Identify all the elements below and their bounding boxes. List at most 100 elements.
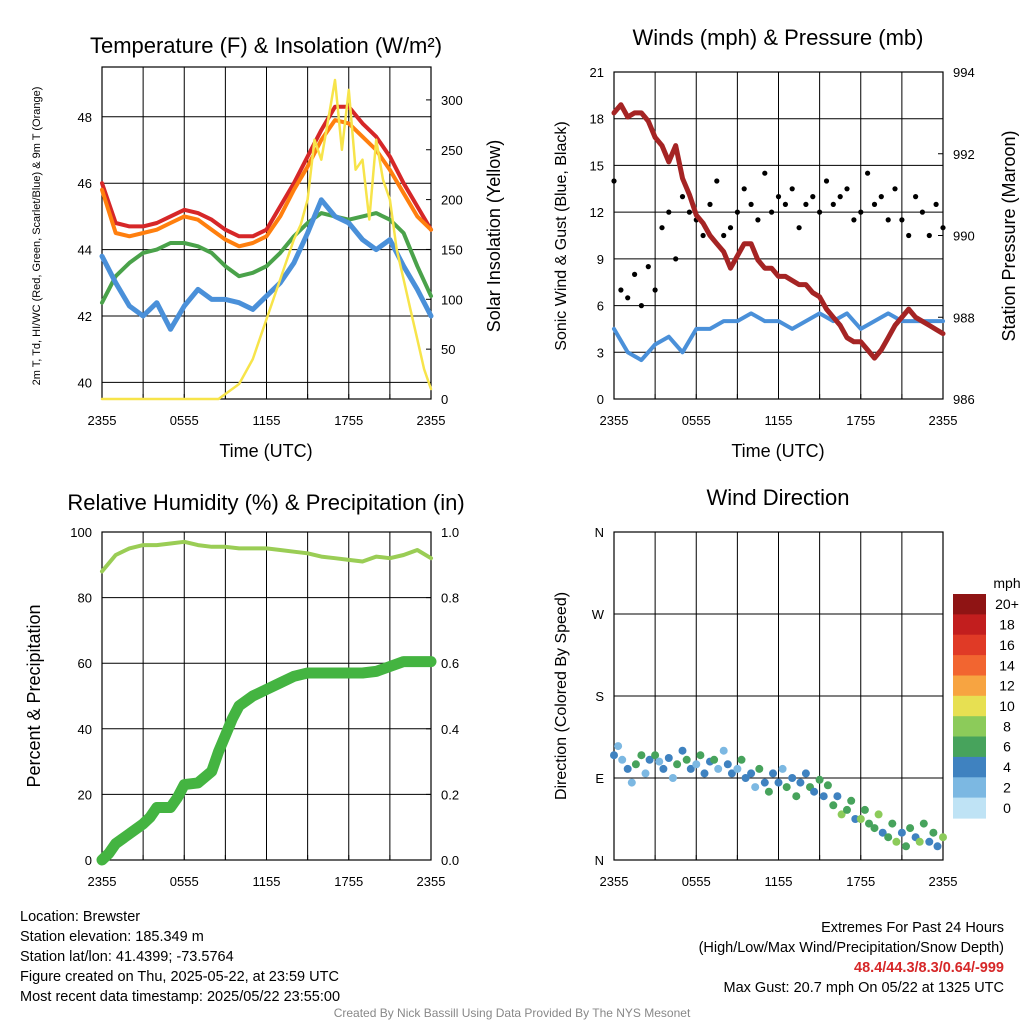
rh-panel-xtick-label: 1155 [253,874,281,889]
rh-panel-ylabel: Percent & Precipitation [24,604,44,787]
wind-direction-point [618,755,627,764]
gust-point [707,201,713,207]
station-location: Location: Brewster [20,909,141,925]
rh-panel-ytick-label: 60 [78,656,92,671]
wind-direction-point [655,757,664,766]
gust-point [933,201,939,207]
gust-point [611,178,617,184]
extremes-subtitle: (High/Low/Max Wind/Precipitation/Snow De… [698,940,1004,956]
wind-direction-point [856,815,865,823]
wind-direction-point [714,764,723,773]
gust-point [748,201,754,207]
legend-swatch [953,756,986,778]
rh-panel-ytick-label: 100 [70,525,92,540]
wind-direction-point [614,742,623,751]
wind-direction-point [865,819,873,828]
dir-panel-title: Wind Direction [706,485,849,510]
wind-panel-ytick-label: 21 [590,65,604,80]
wind-direction-point [727,769,736,778]
wind-direction-point [686,764,695,773]
station-pressure-line [611,102,946,361]
gust-point [913,194,919,200]
wind-direction-point [796,778,805,787]
wind-direction-point [764,787,773,796]
wind-direction-point [870,824,879,833]
wind-direction-point [919,819,928,828]
wind-direction-point [741,774,750,782]
gust-point [803,201,809,207]
wind-panel-y2tick-label: 994 [953,65,975,80]
wind-direction-point [823,781,832,790]
wind-panel-ylabel: Sonic Wind & Gust (Blue, Black) [553,121,570,350]
wind-direction-point [737,755,746,764]
rh-panel-y2tick-label: 0.6 [441,656,459,671]
rh-panel-ytick-label: 80 [78,591,92,606]
wind-direction-point [902,842,910,851]
wind-direction-point [888,819,897,828]
dir-panel-ytick-label: E [595,771,604,786]
dir-panel-ytick-label: N [595,525,604,540]
heat-index-line [100,211,433,305]
wind-direction-point [788,774,797,782]
wind-direction-point [623,764,632,773]
wind-panel-y2tick-label: 988 [953,310,975,325]
legend-swatch [953,594,986,615]
wind-direction-point [792,792,801,801]
wind-direction-point [833,792,842,801]
temp-panel-xtick-label: 1755 [334,413,363,428]
gust-point [878,194,884,200]
wind-panel-y2tick-label: 992 [953,147,975,162]
gust-point [858,209,864,215]
gust-point [645,264,651,270]
rh-panel-xtick-label: 0555 [170,874,199,889]
sonic-wind-line [612,311,945,363]
gust-point [741,186,747,192]
wind-direction-point [631,760,640,769]
gust-point [926,232,932,239]
wind-panel-xtick-label: 1155 [765,413,793,428]
temp-panel-title: Temperature (F) & Insolation (W/m²) [90,33,442,58]
temp-2m-line [100,104,433,239]
gust-point [679,194,686,200]
rh-panel-ytick-label: 40 [78,722,92,737]
precipitation-line [96,656,437,866]
solar-insolation-line [100,78,433,401]
legend-label: 10 [999,698,1015,714]
gust-point [666,209,672,215]
dir-panel-xtick-label: 1755 [846,874,875,889]
gust-point [618,287,624,293]
temp-panel-xtick-label: 1155 [253,413,281,428]
wind-direction-point [829,801,838,810]
wind-panel-frame [613,71,944,400]
wind-direction-point [843,805,851,814]
gust-point [755,217,761,223]
legend-label: 16 [999,637,1015,653]
wind-direction-point [659,764,668,773]
gust-point [762,170,768,176]
wind-direction-point [755,764,764,773]
wind-direction-point [723,760,732,769]
temp-panel-y2tick-label: 200 [441,193,463,208]
gust-point [823,178,830,184]
legend-swatch [953,655,986,677]
wind-direction-point [933,842,942,851]
wind-panel-y2tick-label: 990 [953,229,975,244]
legend-label: 8 [1003,718,1011,734]
max-gust: Max Gust: 20.7 mph On 05/22 at 1325 UTC [723,980,1004,996]
wind-panel-xlabel: Time (UTC) [731,441,824,461]
legend-label: 2 [1003,779,1011,795]
wind-panel-ylabel2: Station Pressure (Maroon) [999,130,1019,341]
wind-panel-ytick-label: 0 [597,392,604,407]
gust-point [673,256,679,262]
wind-direction-point [747,769,756,778]
extremes-values: 48.4/44.3/8.3/0.64/-999 [854,960,1004,976]
dir-panel-ytick-label: N [595,853,604,868]
dir-panel-frame [613,531,944,861]
wind-direction-point [774,778,783,787]
wind-direction-point [641,769,650,778]
rh-panel-frame [101,531,432,861]
rh-panel-y2tick-label: 0.4 [441,722,459,737]
wind-panel-ytick-label: 18 [590,112,604,127]
gust-point [844,186,850,192]
